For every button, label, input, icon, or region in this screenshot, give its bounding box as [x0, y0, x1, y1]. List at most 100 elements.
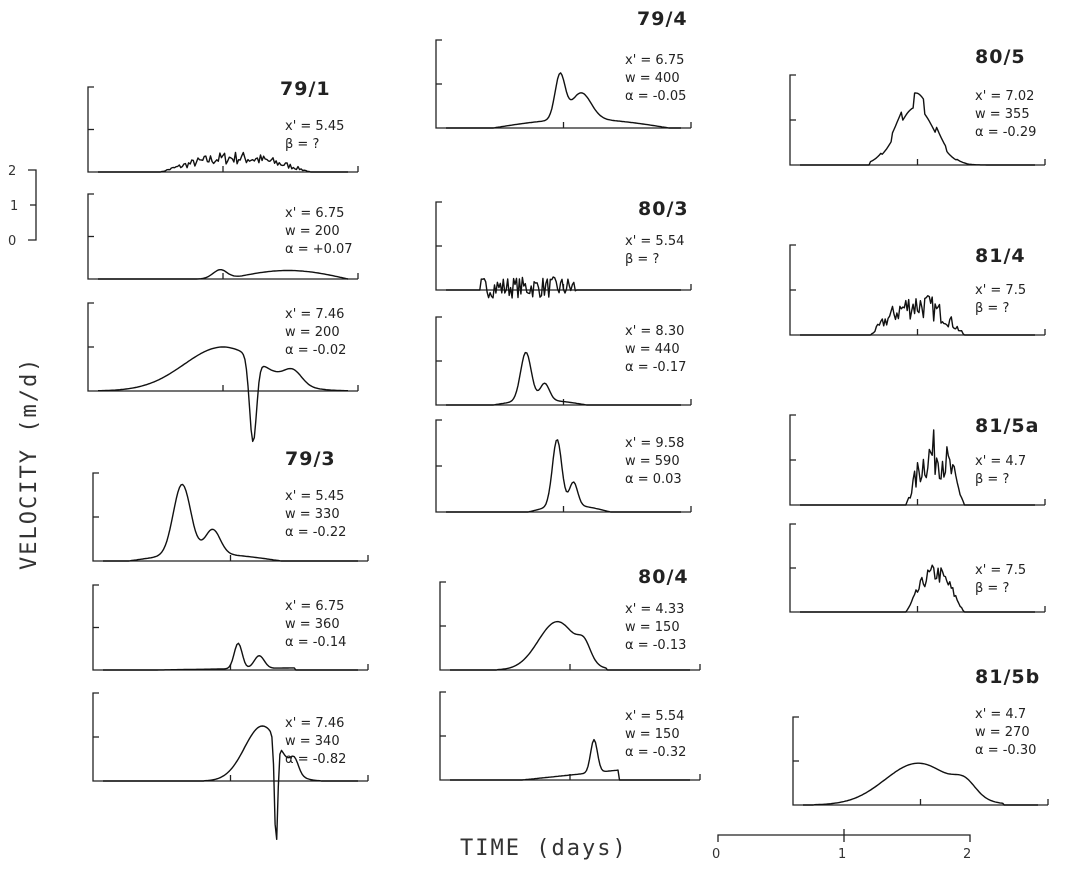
panel-trace — [446, 72, 681, 129]
panel-param-line: x' = 4.7 — [975, 707, 1026, 722]
panel-param-line: w = 400 — [625, 71, 680, 86]
panel-param-line: w = 200 — [285, 325, 340, 340]
panel-group-label: 80/3 — [638, 198, 689, 220]
panel-param-line: x' = 8.30 — [625, 324, 684, 339]
panel-trace — [800, 92, 1035, 166]
panel: x' = 6.75 w = 360 α = -0.14 — [92, 584, 369, 671]
panel-param-line: w = 590 — [625, 454, 680, 469]
panel-param-line: x' = 7.02 — [975, 89, 1034, 104]
panel: 79/3 x' = 5.45 w = 330 α = -0.22 — [92, 448, 369, 562]
panel-group-label: 80/5 — [975, 46, 1026, 68]
panel-param-line: x' = 6.75 — [625, 53, 684, 68]
panel: x' = 6.75 w = 200 α = +0.07 — [87, 193, 359, 280]
panel-param-line: x' = 9.58 — [625, 436, 684, 451]
velocity-scale-tick-1: 1 — [10, 199, 18, 214]
panel-trace — [446, 276, 681, 299]
panel-trace — [800, 564, 1035, 613]
panel: 79/4 x' = 6.75 w = 400 α = -0.05 — [435, 8, 692, 129]
time-scale-tick-2: 2 — [963, 847, 971, 862]
panel-param-line: x' = 6.75 — [285, 599, 344, 614]
panel-param-line: α = -0.29 — [975, 125, 1036, 140]
panel-param-line: α = -0.14 — [285, 635, 346, 650]
panel-param-line: w = 440 — [625, 342, 680, 357]
panel-trace — [98, 346, 348, 443]
panel-param-line: x' = 7.5 — [975, 283, 1026, 298]
panel-param-line: w = 200 — [285, 224, 340, 239]
panels-layer: 79/1 x' = 5.45 β = ? x' = 6.75 w = 200 α = +0… — [87, 8, 1049, 840]
panel-param-line: x' = 5.54 — [625, 234, 684, 249]
panel-param-line: x' = 5.54 — [625, 709, 684, 724]
panel: 80/5 x' = 7.02 w = 355 α = -0.29 — [789, 46, 1046, 166]
panel-param-line: w = 360 — [285, 617, 340, 632]
panel-trace — [98, 151, 348, 173]
panel: x' = 8.30 w = 440 α = -0.17 — [435, 316, 692, 406]
panel-param-line: x' = 5.45 — [285, 119, 344, 134]
panel: 80/3 x' = 5.54 β = ? — [435, 198, 692, 299]
panel-trace — [103, 725, 358, 840]
panel-param-line: x' = 5.45 — [285, 489, 344, 504]
panel-trace — [800, 429, 1035, 506]
panel-group-label: 79/4 — [637, 8, 688, 30]
time-scale-tick-0: 0 — [712, 847, 720, 862]
panel-group-label: 79/3 — [285, 448, 336, 470]
panel-param-line: α = -0.17 — [625, 360, 686, 375]
panel-param-line: α = -0.05 — [625, 89, 686, 104]
panel-param-line: α = -0.02 — [285, 343, 346, 358]
panel-trace — [103, 483, 358, 562]
panel-param-line: w = 270 — [975, 725, 1030, 740]
panel-trace — [800, 295, 1035, 336]
panel-param-line: β = ? — [975, 581, 1009, 596]
panel: x' = 7.5 β = ? — [789, 523, 1046, 613]
panel: 81/5a x' = 4.7 β = ? — [789, 414, 1046, 506]
panel: 81/5b x' = 4.7 w = 270 α = -0.30 — [792, 666, 1049, 806]
panel-param-line: w = 330 — [285, 507, 340, 522]
y-axis-title: VELOCITY (m/d) — [17, 357, 42, 570]
time-scale-bar: 0 1 2 — [712, 829, 971, 862]
panel-param-line: x' = 7.46 — [285, 307, 344, 322]
panel-trace — [450, 738, 690, 781]
panel-param-line: x' = 4.7 — [975, 454, 1026, 469]
panel: x' = 5.54 w = 150 α = -0.32 — [439, 691, 701, 781]
panel-param-line: α = +0.07 — [285, 242, 353, 257]
panel-param-line: w = 340 — [285, 734, 340, 749]
panel: x' = 7.46 w = 200 α = -0.02 — [87, 302, 359, 443]
panel: 81/4 x' = 7.5 β = ? — [789, 244, 1046, 336]
panel-group-label: 81/5a — [975, 415, 1039, 437]
panel-param-line: α = -0.22 — [285, 525, 346, 540]
velocity-scale-tick-2: 2 — [8, 164, 16, 179]
panel-param-line: β = ? — [975, 301, 1009, 316]
panel-group-label: 81/5b — [975, 666, 1040, 688]
panel-param-line: α = -0.32 — [625, 745, 686, 760]
panel-trace — [450, 620, 690, 671]
panel-param-line: α = -0.13 — [625, 638, 686, 653]
panel: 80/4 x' = 4.33 w = 150 α = -0.13 — [439, 566, 701, 671]
panel-param-line: x' = 7.46 — [285, 716, 344, 731]
panel-trace — [446, 439, 681, 513]
velocity-scale-bar: 2 1 0 — [8, 164, 37, 249]
panel-param-line: x' = 6.75 — [285, 206, 344, 221]
panel-param-line: α = -0.82 — [285, 752, 346, 767]
panel-param-line: α = -0.30 — [975, 743, 1036, 758]
panel-param-line: x' = 7.5 — [975, 563, 1026, 578]
panel-group-label: 79/1 — [280, 78, 331, 100]
panel-trace — [98, 269, 349, 280]
panel: x' = 9.58 w = 590 α = 0.03 — [435, 419, 692, 513]
panel: 79/1 x' = 5.45 β = ? — [87, 78, 359, 173]
panel-group-label: 80/4 — [638, 566, 689, 588]
panel-param-line: β = ? — [975, 472, 1009, 487]
time-scale-tick-1: 1 — [838, 847, 846, 862]
panel-trace — [803, 762, 1038, 806]
panel-param-line: α = 0.03 — [625, 472, 682, 487]
panel-param-line: w = 150 — [625, 727, 680, 742]
x-axis-title: TIME (days) — [460, 836, 628, 861]
panel: x' = 7.46 w = 340 α = -0.82 — [92, 692, 369, 840]
panel-param-line: w = 150 — [625, 620, 680, 635]
velocity-scale-tick-0: 0 — [8, 234, 16, 249]
panel-param-line: β = ? — [625, 252, 659, 267]
panel-param-line: x' = 4.33 — [625, 602, 684, 617]
panel-group-label: 81/4 — [975, 245, 1026, 267]
panel-param-line: β = ? — [285, 137, 319, 152]
panel-trace — [103, 642, 358, 671]
panel-trace — [446, 351, 681, 406]
